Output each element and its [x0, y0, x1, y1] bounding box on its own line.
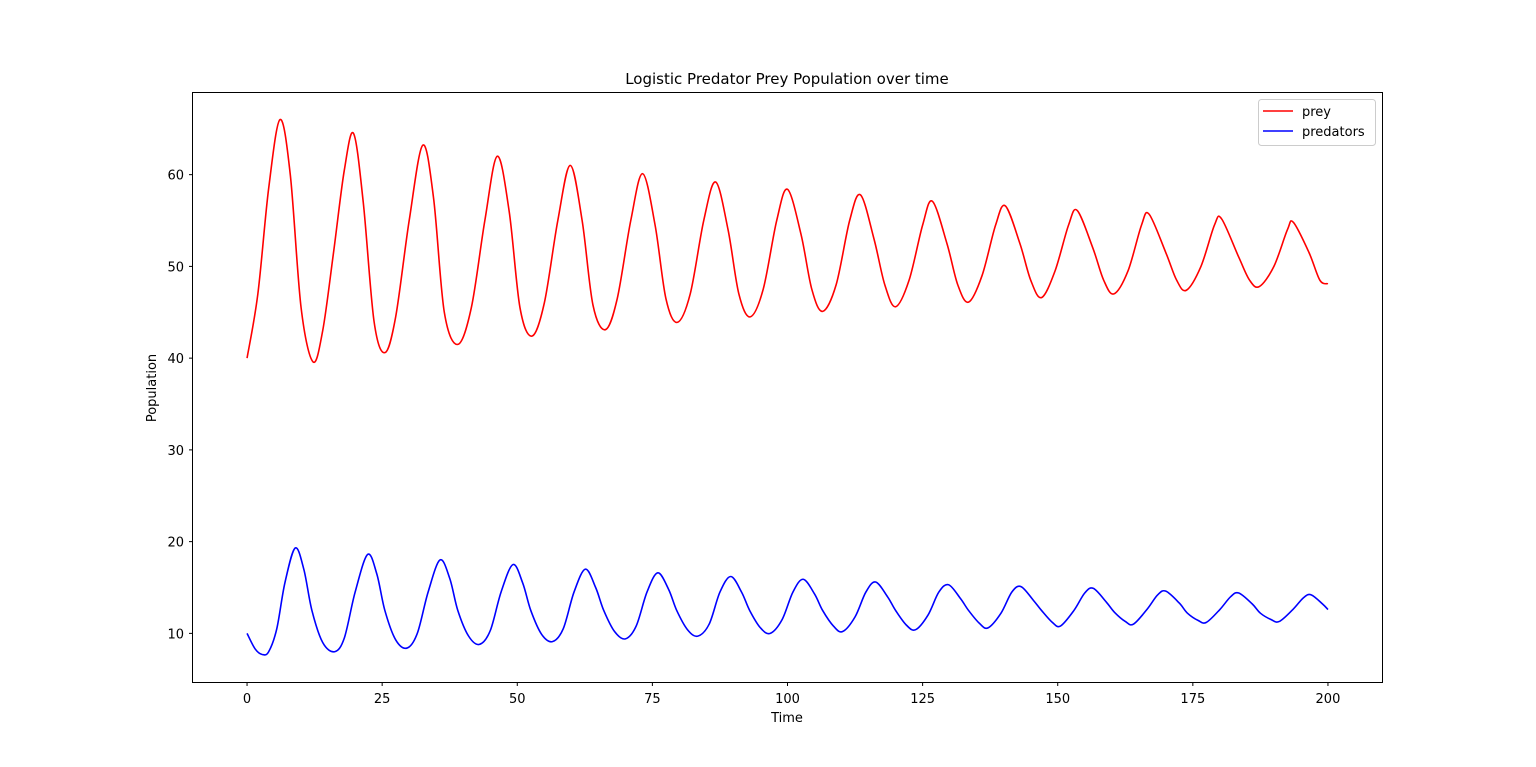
legend-predators-label: predators [1302, 125, 1365, 140]
x-tick-label: 50 [509, 692, 526, 707]
x-tick-label: 125 [910, 692, 935, 707]
chart-title: Logistic Predator Prey Population over t… [625, 70, 949, 88]
legend: prey predators [1258, 99, 1376, 146]
x-tick-label: 200 [1316, 692, 1341, 707]
y-axis-label: Population [145, 354, 160, 422]
y-tick-label: 30 [167, 444, 184, 459]
series-line-predators [246, 547, 1329, 656]
y-axis: 10 20 30 40 50 60 [167, 169, 193, 642]
series-line-prey [246, 118, 1329, 364]
x-tick-label: 150 [1045, 692, 1070, 707]
x-tick-label: 175 [1180, 692, 1205, 707]
x-axis: 0 25 50 75 100 125 150 175 200 [243, 682, 1340, 707]
x-axis-label: Time [770, 711, 803, 726]
plot-area [246, 118, 1329, 656]
x-tick-label: 0 [243, 692, 251, 707]
plot-frame [192, 92, 1383, 683]
y-tick-label: 60 [167, 169, 184, 184]
y-tick-label: 40 [167, 352, 184, 367]
legend-prey-label: prey [1302, 105, 1331, 120]
x-tick-label: 100 [775, 692, 800, 707]
x-tick-label: 75 [644, 692, 661, 707]
y-tick-label: 20 [167, 536, 184, 551]
y-tick-label: 50 [167, 260, 184, 275]
x-tick-label: 25 [374, 692, 391, 707]
y-tick-label: 10 [167, 627, 184, 642]
